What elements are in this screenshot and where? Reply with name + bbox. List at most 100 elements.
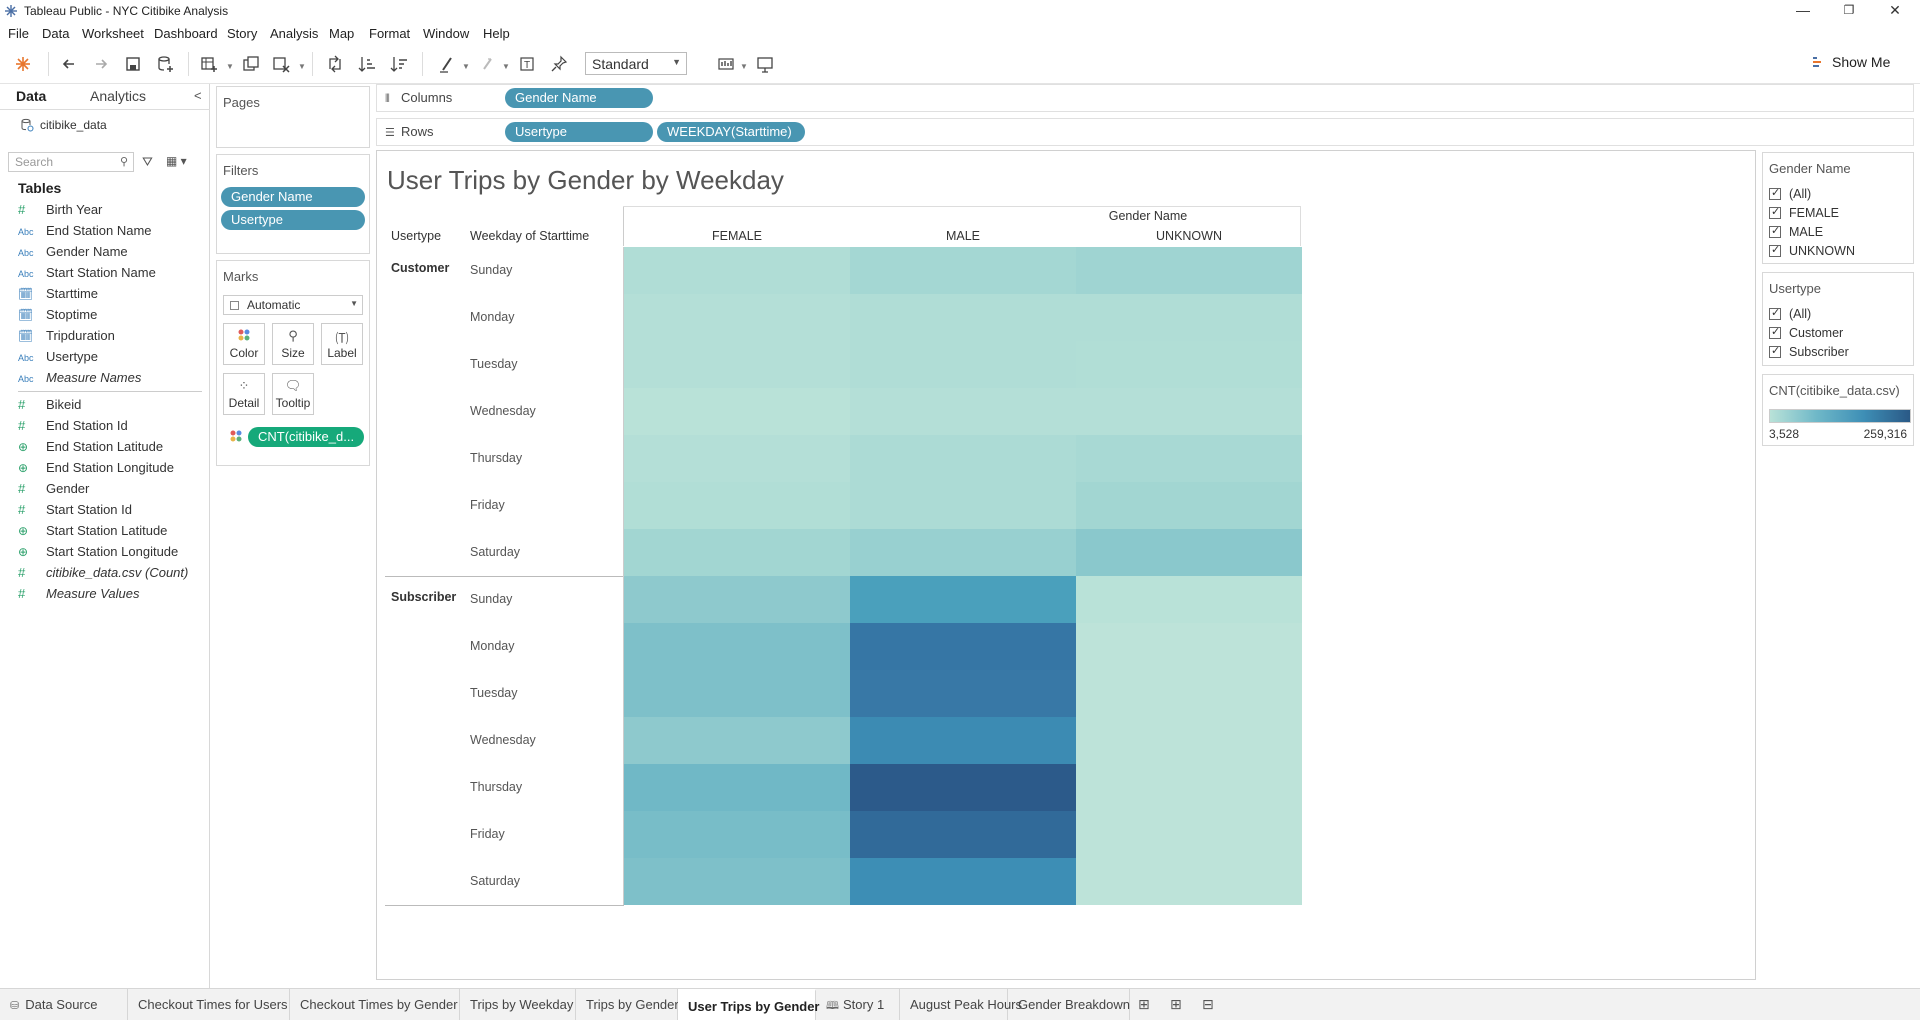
menu-story[interactable]: Story: [227, 26, 258, 41]
heatmap-cell[interactable]: [624, 529, 850, 576]
mark-type-select[interactable]: Automatic ▼: [223, 295, 363, 315]
heatmap-cell[interactable]: [850, 858, 1076, 905]
group-caret-icon[interactable]: ▼: [502, 62, 510, 71]
marks-pill-count[interactable]: CNT(citibike_d...: [248, 427, 364, 447]
heatmap-cell[interactable]: [1076, 388, 1302, 435]
heatmap-cell[interactable]: [624, 435, 850, 482]
tab-user-trips-by-gender[interactable]: User Trips by Gender: [678, 989, 820, 1020]
new-worksheet-tab-icon[interactable]: ⊞: [1138, 996, 1150, 1012]
gender-filter-female[interactable]: FEMALE: [1769, 205, 1839, 220]
heatmap-cell[interactable]: [850, 341, 1076, 388]
heatmap-cell[interactable]: [1076, 576, 1302, 623]
collapse-pane-icon[interactable]: <: [194, 88, 202, 103]
heatmap-cell[interactable]: [1076, 623, 1302, 670]
menu-file[interactable]: File: [8, 26, 29, 41]
marks-color-button[interactable]: Color: [223, 323, 265, 365]
menu-window[interactable]: Window: [423, 26, 470, 41]
field-record-count[interactable]: # citibike_data.csv (Count): [18, 565, 189, 580]
undo-icon[interactable]: [58, 53, 80, 75]
menu-map[interactable]: Map: [329, 26, 355, 41]
filter-icon[interactable]: ⛛: [142, 154, 153, 169]
group-members-icon[interactable]: [476, 53, 498, 75]
heatmap-cell[interactable]: [624, 623, 850, 670]
heatmap-cell[interactable]: [624, 811, 850, 858]
tab-august-peak-hours[interactable]: August Peak Hours: [900, 989, 1022, 1020]
gender-filter-unknown[interactable]: UNKNOWN: [1769, 243, 1855, 258]
heatmap-cell[interactable]: [1076, 529, 1302, 576]
menu-help[interactable]: Help: [483, 26, 510, 41]
highlight-caret-icon[interactable]: ▼: [462, 62, 470, 71]
field-tripduration[interactable]: 🗓 Tripduration: [18, 328, 115, 343]
tab-trips-by-gender[interactable]: Trips by Gender: [576, 989, 679, 1020]
swap-rows-columns-icon[interactable]: [324, 53, 346, 75]
new-worksheet-icon[interactable]: [198, 53, 220, 75]
filters-shelf[interactable]: Filters Gender Name Usertype: [216, 154, 370, 254]
new-worksheet-caret-icon[interactable]: ▼: [226, 62, 234, 71]
heatmap-cell[interactable]: [850, 623, 1076, 670]
heatmap-cell[interactable]: [1076, 717, 1302, 764]
redo-icon[interactable]: [90, 53, 112, 75]
duplicate-sheet-icon[interactable]: [240, 53, 262, 75]
filter-pill-gender-name[interactable]: Gender Name: [221, 187, 365, 207]
heatmap-cell[interactable]: [624, 247, 850, 294]
heatmap-cell[interactable]: [850, 247, 1076, 294]
heatmap-cell[interactable]: [850, 435, 1076, 482]
field-measure-values[interactable]: # Measure Values: [18, 586, 140, 601]
heatmap-cell[interactable]: [850, 529, 1076, 576]
new-datasource-icon[interactable]: [154, 53, 176, 75]
heatmap-cell[interactable]: [850, 294, 1076, 341]
field-measure-names[interactable]: Abc Measure Names: [18, 370, 142, 385]
heatmap-cell[interactable]: [624, 717, 850, 764]
heatmap-cell[interactable]: [624, 576, 850, 623]
filter-pill-usertype[interactable]: Usertype: [221, 210, 365, 230]
field-stoptime[interactable]: 🗓 Stoptime: [18, 307, 98, 322]
view-options-icon[interactable]: ▦ ▾: [166, 154, 187, 168]
menu-format[interactable]: Format: [369, 26, 411, 41]
heatmap-cell[interactable]: [1076, 294, 1302, 341]
heatmap-cell[interactable]: [1076, 435, 1302, 482]
heatmap-cell[interactable]: [1076, 811, 1302, 858]
columns-shelf[interactable]: ⦀ Columns Gender Name: [376, 84, 1914, 112]
heatmap-cell[interactable]: [1076, 670, 1302, 717]
rows-shelf[interactable]: ☰ Rows Usertype WEEKDAY(Starttime): [376, 118, 1914, 146]
field-starttime[interactable]: 🗓 Starttime: [18, 286, 99, 301]
sort-ascending-icon[interactable]: [356, 53, 378, 75]
heatmap-cell[interactable]: [624, 858, 850, 905]
rows-pill-usertype[interactable]: Usertype: [505, 122, 653, 142]
field-end-station-name[interactable]: Abc End Station Name: [18, 223, 152, 238]
new-dashboard-tab-icon[interactable]: ⊞: [1170, 996, 1182, 1012]
heatmap-cell[interactable]: [850, 764, 1076, 811]
marks-size-button[interactable]: ⚲ Size: [272, 323, 314, 365]
new-story-tab-icon[interactable]: ⊟: [1202, 996, 1214, 1012]
heatmap-cell[interactable]: [624, 388, 850, 435]
marks-detail-button[interactable]: ⁘ Detail: [223, 373, 265, 415]
heatmap-cell[interactable]: [624, 341, 850, 388]
heatmap-cell[interactable]: [1076, 858, 1302, 905]
field-end-station-latitude[interactable]: ⊕ End Station Latitude: [18, 439, 164, 454]
menu-dashboard[interactable]: Dashboard: [154, 26, 218, 41]
menu-data[interactable]: Data: [42, 26, 70, 41]
close-button[interactable]: ✕: [1889, 2, 1901, 18]
tab-analytics[interactable]: Analytics: [90, 88, 147, 104]
show-cards-caret-icon[interactable]: ▼: [740, 62, 748, 71]
field-gender-name[interactable]: Abc Gender Name: [18, 244, 128, 259]
tab-data[interactable]: Data: [16, 88, 47, 104]
tab-checkout-times-by-gender[interactable]: Checkout Times by Gender: [290, 989, 460, 1020]
tableau-home-icon[interactable]: [12, 53, 34, 75]
field-birth-year[interactable]: # Birth Year: [18, 202, 103, 217]
menu-analysis[interactable]: Analysis: [270, 26, 319, 41]
show-me-button[interactable]: Show Me: [1812, 54, 1890, 70]
usertype-filter-customer[interactable]: Customer: [1769, 325, 1843, 340]
field-start-station-id[interactable]: # Start Station Id: [18, 502, 132, 517]
datasource-item[interactable]: citibike_data: [20, 118, 107, 132]
marks-tooltip-button[interactable]: 🗨 Tooltip: [272, 373, 314, 415]
tab-trips-by-weekday[interactable]: Trips by Weekday: [460, 989, 576, 1020]
pages-shelf[interactable]: Pages: [216, 86, 370, 148]
heatmap-cell[interactable]: [624, 294, 850, 341]
field-start-station-latitude[interactable]: ⊕ Start Station Latitude: [18, 523, 168, 538]
usertype-filter-all[interactable]: (All): [1769, 306, 1811, 321]
field-bikeid[interactable]: # Bikeid: [18, 397, 82, 412]
fix-axes-pin-icon[interactable]: [548, 53, 570, 75]
clear-sheet-caret-icon[interactable]: ▼: [298, 62, 306, 71]
marks-label-button[interactable]: 🄣 Label: [321, 323, 363, 365]
